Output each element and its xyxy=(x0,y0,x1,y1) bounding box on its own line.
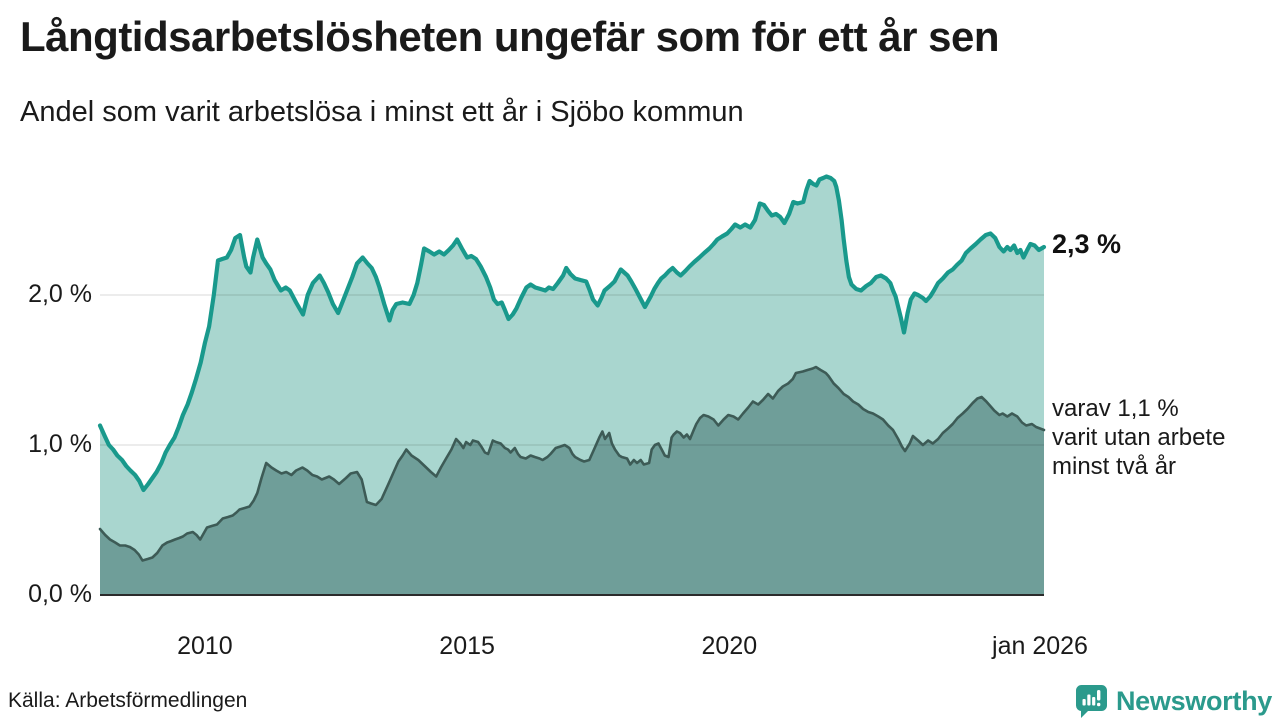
newsworthy-wordmark: Newsworthy xyxy=(1115,685,1272,716)
line-unemployed-2yr xyxy=(98,365,1046,562)
secondary-label-line: varit utan arbete xyxy=(1052,424,1226,451)
y-tick-label: 2,0 % xyxy=(28,280,92,308)
line-unemployed-1yr xyxy=(97,174,1047,493)
area-unemployed-2yr xyxy=(100,367,1044,595)
chart-title: Långtidsarbetslösheten ungefär som för e… xyxy=(20,13,1000,60)
newsworthy-bubble-chart-icon xyxy=(1075,685,1107,718)
x-tick-label: 2015 xyxy=(439,632,495,660)
secondary-label-line: minst två år xyxy=(1052,453,1177,480)
newsworthy-logo: Newsworthy xyxy=(1075,684,1272,718)
x-tick-label: 2010 xyxy=(177,632,233,660)
secondary-series-label: varav 1,1 % varit utan arbete minst två … xyxy=(1052,394,1225,481)
x-tick-label: 2020 xyxy=(701,632,758,660)
y-tick-label: 1,0 % xyxy=(28,430,92,458)
secondary-label-line: varav 1,1 % xyxy=(1052,395,1179,422)
y-tick-label: 0,0 % xyxy=(28,580,92,608)
source-note: Källa: Arbetsförmedlingen xyxy=(8,689,248,712)
x-tick-label: jan 2026 xyxy=(992,632,1088,660)
chart-subtitle: Andel som varit arbetslösa i minst ett å… xyxy=(20,96,744,128)
end-value-label: 2,3 % xyxy=(1052,229,1122,259)
